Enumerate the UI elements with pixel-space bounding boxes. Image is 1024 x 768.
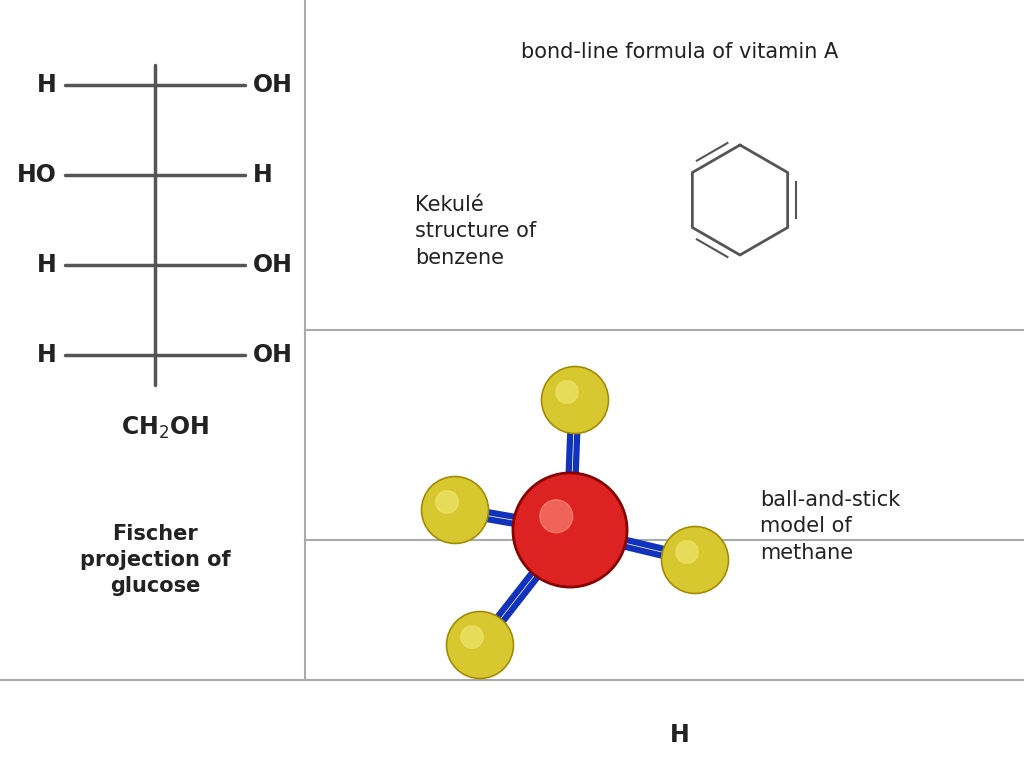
Circle shape: [543, 368, 607, 432]
Circle shape: [461, 626, 483, 648]
Circle shape: [542, 366, 608, 434]
Text: HO: HO: [17, 163, 57, 187]
Circle shape: [662, 526, 729, 594]
Text: OH: OH: [253, 343, 293, 367]
Circle shape: [436, 491, 458, 513]
Text: H: H: [37, 73, 57, 97]
Text: OH: OH: [253, 253, 293, 277]
Circle shape: [512, 472, 628, 588]
Text: OH: OH: [253, 73, 293, 97]
Circle shape: [515, 475, 625, 585]
Text: CH$_2$OH: CH$_2$OH: [121, 415, 209, 441]
Text: H: H: [37, 343, 57, 367]
Text: ball-and-stick
model of
methane: ball-and-stick model of methane: [760, 490, 900, 563]
Text: bond-line formula of vitamin A: bond-line formula of vitamin A: [521, 42, 839, 62]
Text: Fischer
projection of
glucose: Fischer projection of glucose: [80, 524, 230, 597]
Circle shape: [676, 541, 698, 563]
Text: Kekulé
structure of
benzene: Kekulé structure of benzene: [415, 195, 537, 268]
Circle shape: [449, 613, 512, 677]
Circle shape: [663, 528, 727, 592]
Text: H: H: [253, 163, 272, 187]
Circle shape: [423, 478, 487, 542]
Circle shape: [556, 381, 579, 403]
Circle shape: [446, 611, 514, 679]
Circle shape: [422, 476, 488, 544]
Text: H: H: [37, 253, 57, 277]
Text: H: H: [670, 723, 690, 747]
Circle shape: [540, 500, 572, 533]
